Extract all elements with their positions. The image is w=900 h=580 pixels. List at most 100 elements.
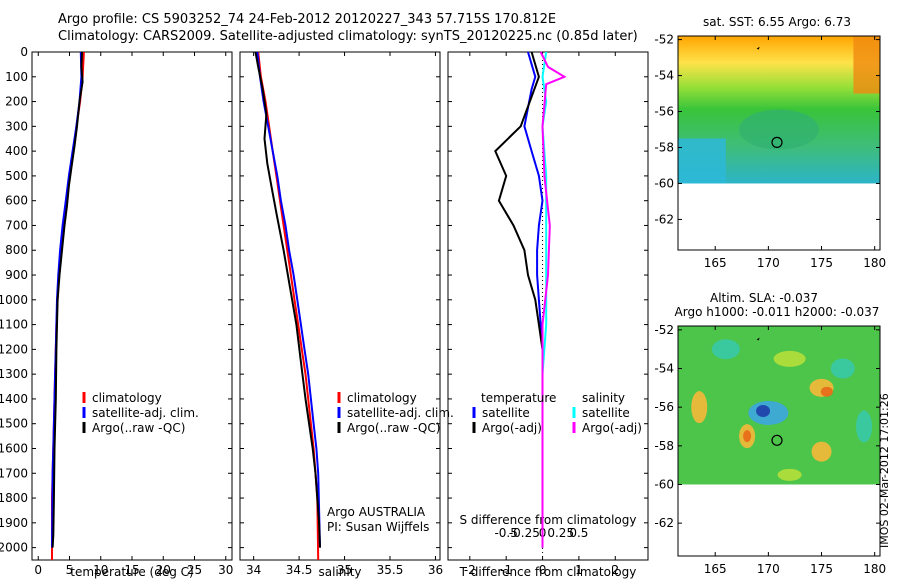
salinity-series-blue <box>256 51 321 548</box>
temperature-xtick-label: 5 <box>66 563 74 577</box>
temperature-xtick-label: 20 <box>156 563 171 577</box>
depth-tick-label: 1100 <box>0 318 28 332</box>
sla-anomaly-blob <box>856 410 873 443</box>
sst-cool-patch <box>739 109 819 150</box>
temperature-xtick-label: 30 <box>218 563 233 577</box>
salinity-plot-frame <box>239 51 441 561</box>
depth-tick-label: 1300 <box>0 367 28 381</box>
sla-map-frame <box>677 325 881 557</box>
float-track-marker <box>756 337 760 341</box>
differences-xtick-label: -1 <box>500 563 512 577</box>
sst-map-ytick-label: -60 <box>654 176 674 190</box>
depth-tick-label: 700 <box>5 218 28 232</box>
differences-xtick-label: 0 <box>539 563 547 577</box>
depth-tick-label: 500 <box>5 169 28 183</box>
sla-map-xtick-label: 170 <box>757 562 780 576</box>
temperature-xtick-label: 25 <box>187 563 202 577</box>
argo-position-marker <box>771 136 783 148</box>
depth-tick-label: 1400 <box>0 392 28 406</box>
sst-map-ytick-label: -54 <box>654 69 674 83</box>
sst-map-ytick-label: -56 <box>654 105 674 119</box>
salinity-xtick-label: 34 <box>246 563 261 577</box>
depth-tick-label: 300 <box>5 119 28 133</box>
salinity-legend-label: satellite <box>582 406 630 420</box>
temperature-legend-label: Argo(..raw -QC) <box>92 421 185 435</box>
sla-map-xtick-label: 175 <box>810 562 833 576</box>
differences-series-blue <box>523 51 544 548</box>
salinity-legend-label: Argo(-adj) <box>582 421 642 435</box>
depth-tick-label: 1900 <box>0 516 28 530</box>
salinity-xtick-label: 34.5 <box>286 563 313 577</box>
differences-xlabel: T difference from climatology <box>459 565 637 579</box>
sst-map-xtick-label: 175 <box>810 256 833 270</box>
depth-tick-label: 900 <box>5 268 28 282</box>
sla-anomaly-blob <box>691 391 708 424</box>
temperature-legend-label: satellite-adj. clim. <box>92 406 199 420</box>
sla-map-title-line2: Argo h1000: -0.011 h2000: -0.037 <box>675 305 880 319</box>
depth-tick-label: 800 <box>5 243 28 257</box>
sst-cold-patch <box>678 138 726 184</box>
sla-map-ytick-label: -58 <box>654 439 674 453</box>
sla-map-title-line1: Altim. SLA: -0.037 <box>710 291 818 305</box>
sla-map-ytick-label: -60 <box>654 477 674 491</box>
figure-title-line1: Argo profile: CS 5903252_74 24-Feb-2012 … <box>58 12 557 27</box>
temperature-legend-label: satellite <box>482 406 530 420</box>
differences-xtick-label: 2 <box>611 563 619 577</box>
sla-anomaly-blob <box>711 339 740 360</box>
depth-tick-label: 200 <box>5 95 28 109</box>
salinity-legend-label: satellite-adj. clim. <box>347 406 454 420</box>
salinity-xtick-label: 36 <box>428 563 443 577</box>
salinity-series-black <box>254 51 321 548</box>
salinity-legend-label: climatology <box>347 391 417 405</box>
sla-anomaly-blob <box>773 350 806 367</box>
depth-tick-label: 1800 <box>0 491 28 505</box>
sla-anomaly-blob <box>743 430 752 443</box>
depth-tick-label: 1600 <box>0 441 28 455</box>
sst-map-xtick-label: 170 <box>757 256 780 270</box>
depth-tick-label: 1200 <box>0 342 28 356</box>
salinity-xtick-label: 35.5 <box>377 563 404 577</box>
salinity-diff-axis-label: S difference from climatology <box>460 513 637 527</box>
depth-tick-label: 2000 <box>0 541 28 555</box>
sla-map-ytick-label: -56 <box>654 400 674 414</box>
argo-position-marker <box>771 434 783 446</box>
differences-series-black <box>494 51 544 548</box>
sst-map-ytick-label: -58 <box>654 140 674 154</box>
temperature-xtick-label: 15 <box>124 563 139 577</box>
sla-anomaly-blob <box>777 468 802 481</box>
salinity-xlabel: salinity <box>318 565 361 579</box>
sla-anomaly-blob <box>811 441 832 462</box>
sst-map-xtick-label: 180 <box>863 256 886 270</box>
depth-tick-label: 1700 <box>0 466 28 480</box>
temperature-legend-label: Argo(-adj) <box>482 421 542 435</box>
salinity-diff-tick-label: -0.5 <box>494 526 517 540</box>
sst-map-title: sat. SST: 6.55 Argo: 6.73 <box>703 15 851 29</box>
sla-anomaly-blob <box>756 405 771 418</box>
temperature-xtick-label: 10 <box>93 563 108 577</box>
sla-map-ytick-label: -54 <box>654 362 674 376</box>
sla-anomaly-blob <box>820 386 833 397</box>
temperature-xtick-label: 0 <box>34 563 42 577</box>
differences-plot-frame <box>447 51 649 561</box>
temperature-plot-frame <box>31 51 233 561</box>
sst-warm-patch <box>853 36 880 94</box>
depth-tick-label: 600 <box>5 194 28 208</box>
temperature-xlabel: temperature (deg C) <box>70 565 193 579</box>
sla-anomaly-blob <box>830 358 855 379</box>
figure-title-line2: Climatology: CARS2009. Satellite-adjuste… <box>58 29 638 44</box>
sla-map-ytick-label: -62 <box>654 516 674 530</box>
sla-map-xtick-label: 165 <box>704 562 727 576</box>
differences-xtick-label: -2 <box>464 563 476 577</box>
salinity-legend-title: salinity <box>582 391 625 405</box>
depth-tick-label: 1500 <box>0 417 28 431</box>
temperature-legend-label: climatology <box>92 391 162 405</box>
pi-name-label: PI: Susan Wijffels <box>327 520 429 534</box>
temperature-series-black <box>51 51 84 548</box>
temperature-legend-title: temperature <box>481 391 556 405</box>
salinity-diff-tick-label: 0.25 <box>547 526 574 540</box>
salinity-diff-tick-label: -0.25 <box>509 526 540 540</box>
salinity-legend-label: Argo(..raw -QC) <box>347 421 440 435</box>
sst-map-frame <box>677 35 881 251</box>
argo-country-label: Argo AUSTRALIA <box>327 505 426 519</box>
